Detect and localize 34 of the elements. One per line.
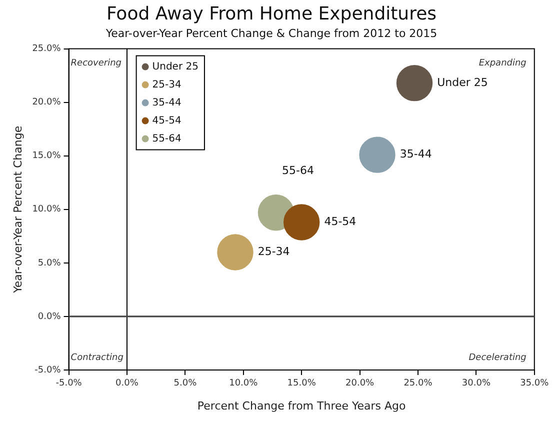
y-tick-label: 0.0% bbox=[38, 312, 62, 322]
text: Under 25 bbox=[437, 76, 488, 89]
x-tick-label: 5.0% bbox=[174, 378, 198, 389]
y-tick-label: 20.0% bbox=[32, 98, 62, 108]
legend-label: 45-54 bbox=[152, 115, 182, 126]
x-tick-label: 20.0% bbox=[346, 378, 375, 389]
x-tick-label: 30.0% bbox=[462, 378, 491, 389]
annotation: Recovering bbox=[70, 58, 122, 69]
annotation: Decelerating bbox=[468, 352, 527, 363]
chart-subtitle: Year-over-Year Percent Change & Change from 2012 to 2015 bbox=[104, 27, 438, 40]
legend-label: 25-34 bbox=[152, 79, 182, 90]
legend-label: 35-44 bbox=[152, 97, 182, 108]
y-tick-label: 15.0% bbox=[32, 151, 62, 162]
x-tick-label: -5.0% bbox=[56, 378, 82, 389]
text: 45-54 bbox=[324, 215, 356, 228]
y-tick-label: 5.0% bbox=[38, 258, 62, 268]
x-tick-label: 10.0% bbox=[229, 378, 258, 389]
y-axis-title: Year-over-Year Percent Change bbox=[11, 126, 24, 294]
x-tick-label: 15.0% bbox=[287, 378, 316, 389]
y-tick-label: 10.0% bbox=[32, 204, 62, 215]
text: 35-44 bbox=[400, 148, 432, 161]
x-axis-title: Percent Change from Three Years Ago bbox=[197, 399, 406, 412]
legend-label: Under 25 bbox=[152, 61, 198, 72]
x-tick-label: 0.0% bbox=[116, 378, 139, 389]
annotation: Expanding bbox=[478, 58, 527, 69]
y-tick-label: 25.0% bbox=[32, 44, 62, 54]
chart-title: Food Away From Home Expenditures bbox=[106, 3, 437, 24]
x-tick-label: 35.0% bbox=[520, 378, 550, 389]
x-tick-label: 25.0% bbox=[404, 378, 433, 389]
y-tick-label: -5.0% bbox=[34, 365, 62, 376]
legend-label: 55-64 bbox=[152, 133, 182, 144]
text: 25-34 bbox=[258, 245, 290, 258]
text: 55-64 bbox=[282, 164, 314, 177]
annotation: Contracting bbox=[70, 352, 124, 363]
